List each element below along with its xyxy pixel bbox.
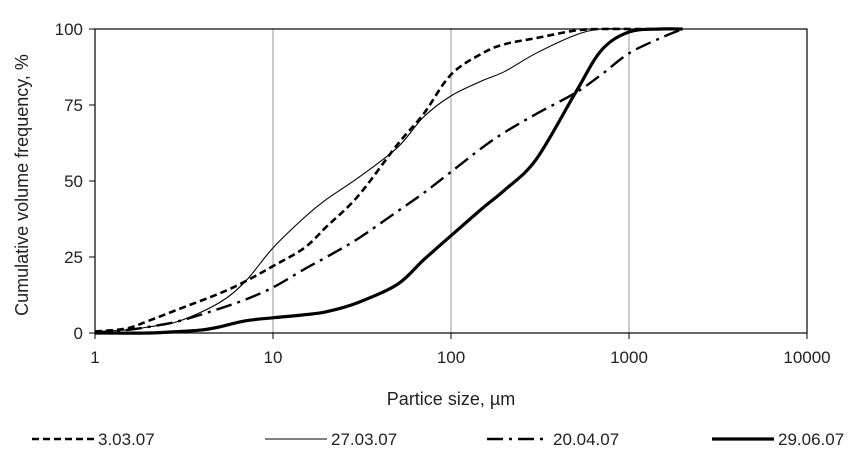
x-axis-title: Partice size, µm (387, 389, 515, 409)
legend-item: 29.06.07 (712, 430, 844, 449)
x-tick-label: 1000 (610, 348, 648, 367)
y-tick-label: 50 (64, 172, 83, 191)
legend-label: 20.04.07 (553, 430, 619, 449)
x-tick-label: 10 (264, 348, 283, 367)
y-tick-label: 100 (55, 20, 83, 39)
series-line-27.03.07 (94, 28, 683, 333)
legend-label: 3.03.07 (98, 430, 155, 449)
gridlines (272, 29, 630, 333)
x-tick-label: 10000 (783, 348, 830, 367)
y-axis-title: Cumulative volume frequency, % (12, 54, 32, 316)
series-line-3.03.07 (94, 27, 683, 333)
legend: 3.03.07 27.03.07 20.04.07 29.06.07 (32, 430, 844, 449)
legend-label: 27.03.07 (331, 430, 397, 449)
x-axis-ticks: 1 10 100 1000 10000 (90, 333, 831, 367)
y-tick-label: 25 (64, 248, 83, 267)
y-tick-label: 75 (64, 96, 83, 115)
legend-label: 29.06.07 (778, 430, 844, 449)
series-lines (94, 27, 684, 335)
y-tick-label: 0 (74, 324, 83, 343)
series-line-20.04.07 (94, 27, 684, 335)
series-line-29.06.07 (94, 27, 683, 335)
legend-item: 3.03.07 (32, 430, 155, 449)
legend-item: 27.03.07 (265, 430, 397, 449)
y-axis-ticks: 0 25 50 75 100 (55, 20, 95, 343)
legend-item: 20.04.07 (487, 430, 619, 449)
x-tick-label: 1 (90, 348, 99, 367)
x-tick-label: 100 (437, 348, 465, 367)
